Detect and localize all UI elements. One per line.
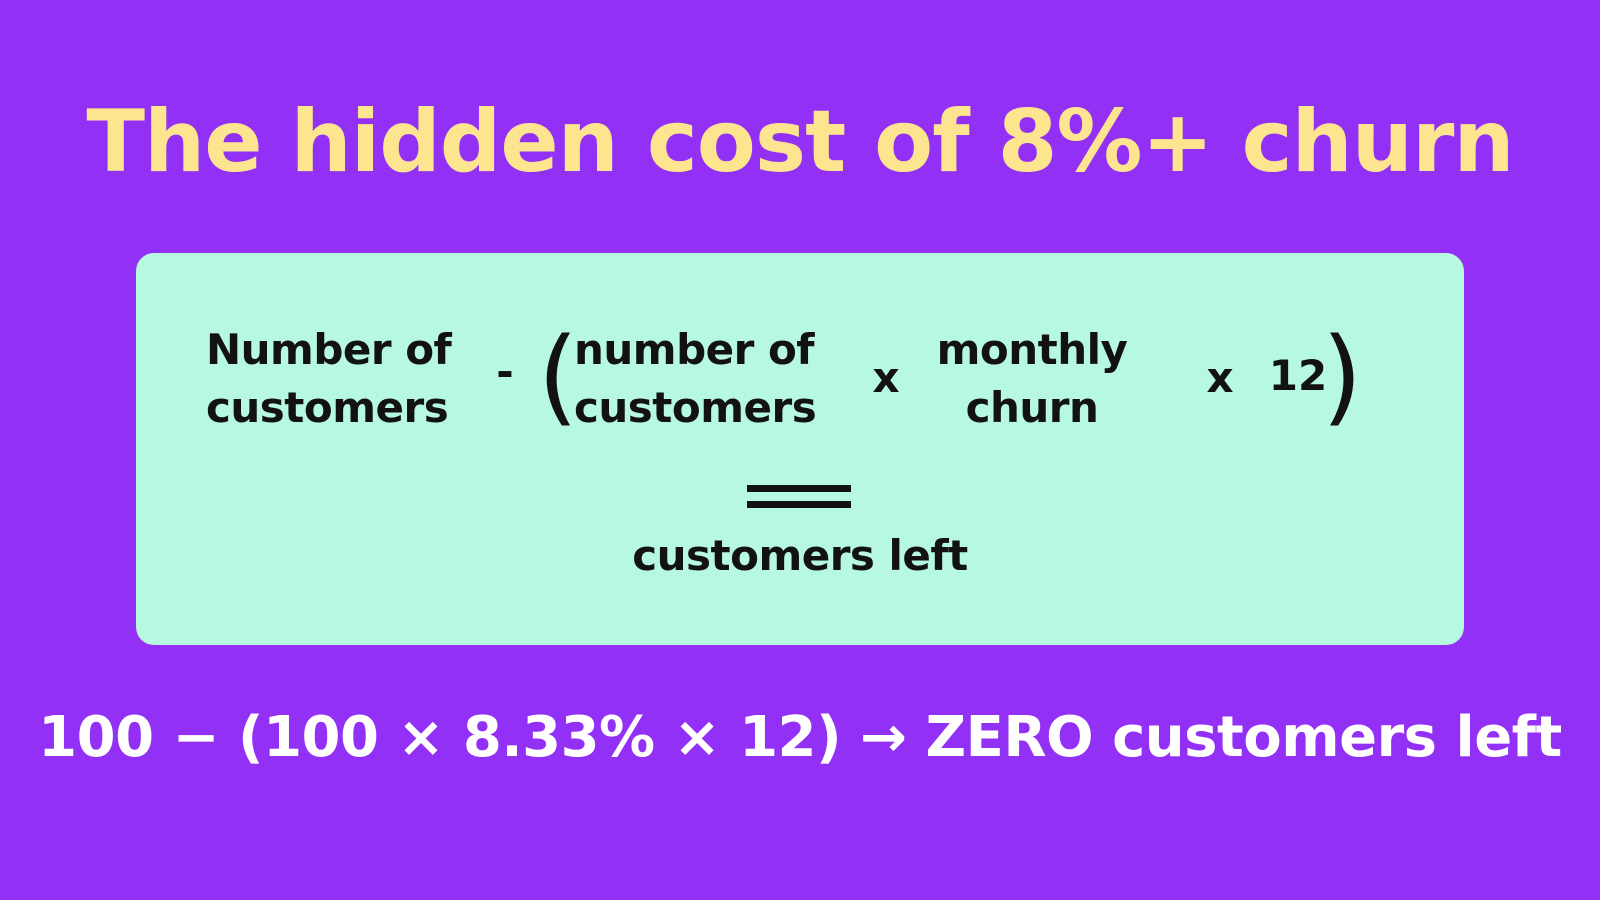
- formula-term-line: monthly: [936, 325, 1128, 374]
- example-calculation: 100 − (100 × 8.33% × 12) → ZERO customer…: [38, 705, 1562, 770]
- formula-multiplier: 12: [1268, 351, 1328, 400]
- page-title: The hidden cost of 8%+ churn: [86, 92, 1514, 192]
- formula-result: customers left: [632, 531, 968, 580]
- formula-term-number-of-customers-2: number of customers: [574, 321, 817, 437]
- open-parenthesis: (: [537, 315, 579, 437]
- formula-term-line: customers: [574, 383, 817, 432]
- minus-operator: -: [496, 347, 514, 396]
- formula-term-line: churn: [965, 383, 1099, 432]
- formula-term-monthly-churn: monthly churn: [932, 321, 1132, 437]
- formula-card: Number of customers - ( number of custom…: [136, 253, 1464, 645]
- formula-term-line: customers: [206, 383, 449, 432]
- formula-term-number-of-customers: Number of customers: [206, 321, 452, 437]
- close-parenthesis: ): [1321, 315, 1363, 437]
- formula-term-line: Number of: [206, 325, 452, 374]
- equals-line-bottom: [747, 501, 851, 508]
- multiply-operator: x: [872, 353, 900, 402]
- equals-line-top: [747, 485, 851, 492]
- multiply-operator: x: [1206, 353, 1234, 402]
- formula-term-line: number of: [574, 325, 815, 374]
